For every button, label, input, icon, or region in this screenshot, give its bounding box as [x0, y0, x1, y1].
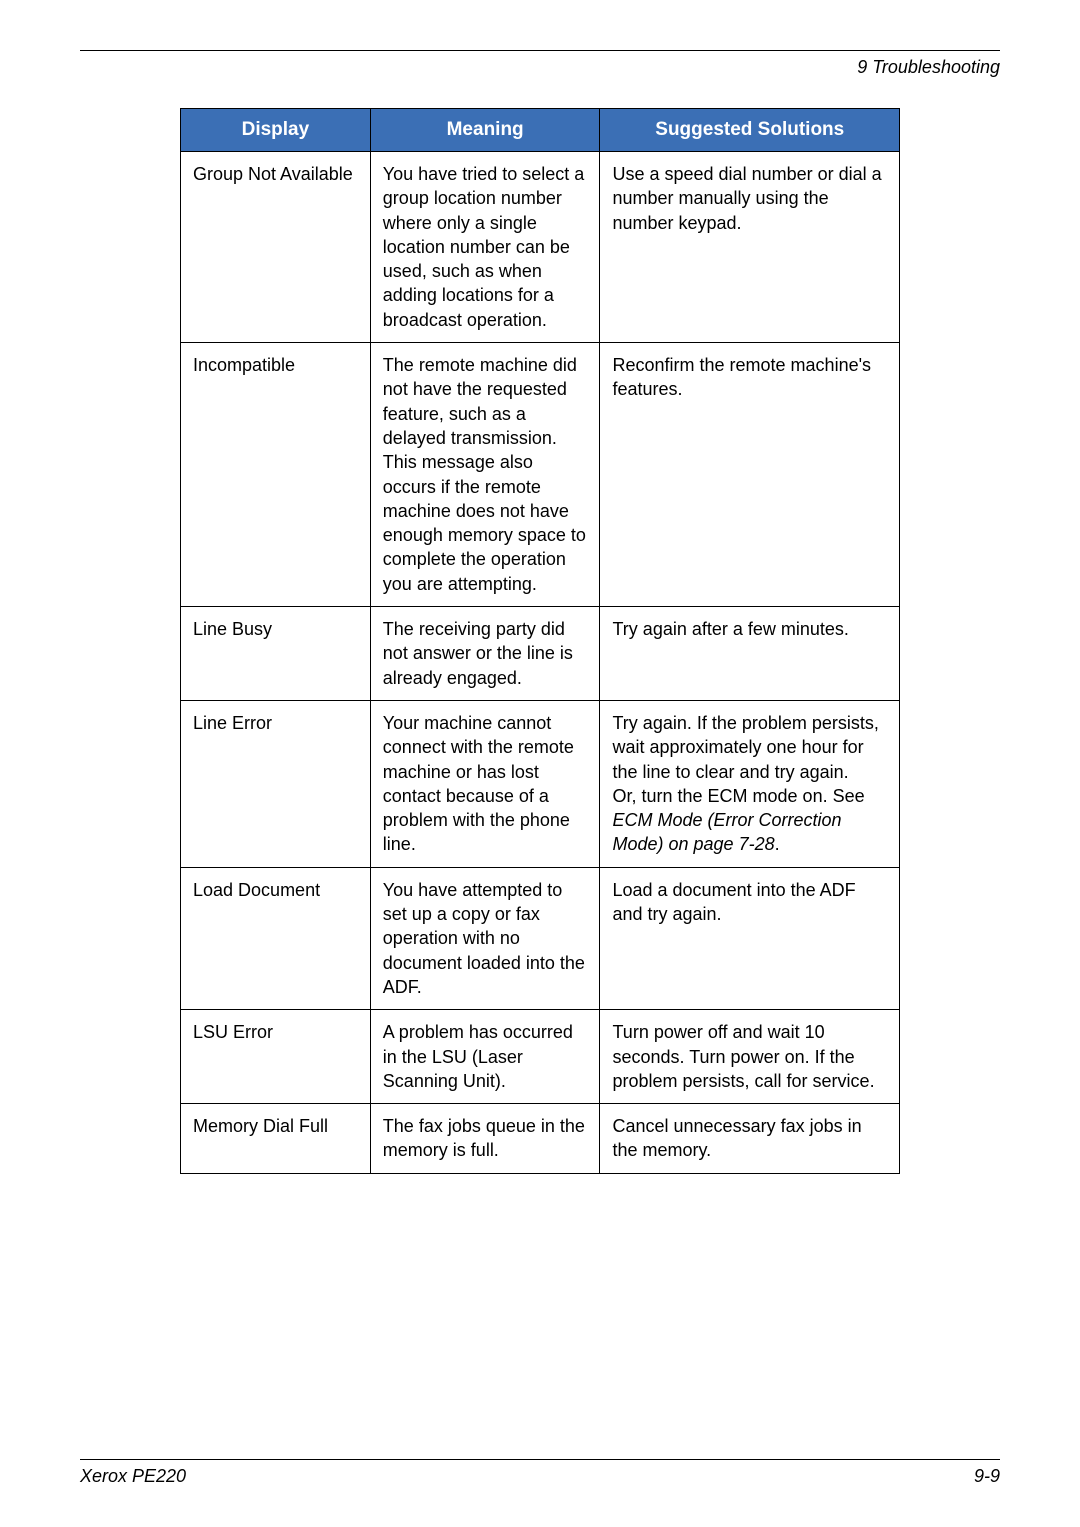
cell-solution: Try again after a few minutes. [600, 607, 900, 701]
page-footer: Xerox PE220 9-9 [80, 1459, 1000, 1487]
cell-display: Incompatible [181, 343, 371, 607]
cell-display: LSU Error [181, 1010, 371, 1104]
cell-meaning: Your machine cannot connect with the rem… [370, 700, 600, 867]
cell-meaning: A problem has occurred in the LSU (Laser… [370, 1010, 600, 1104]
cell-display: Line Busy [181, 607, 371, 701]
footer-left: Xerox PE220 [80, 1466, 186, 1487]
cell-meaning: You have attempted to set up a copy or f… [370, 867, 600, 1009]
cell-meaning: The fax jobs queue in the memory is full… [370, 1104, 600, 1174]
cell-display: Memory Dial Full [181, 1104, 371, 1174]
cell-meaning: You have tried to select a group locatio… [370, 152, 600, 343]
table-row: LSU Error A problem has occurred in the … [181, 1010, 900, 1104]
col-header-display: Display [181, 109, 371, 152]
table-row: Group Not Available You have tried to se… [181, 152, 900, 343]
table-row: Incompatible The remote machine did not … [181, 343, 900, 607]
cell-solution: Load a document into the ADF and try aga… [600, 867, 900, 1009]
cell-display: Group Not Available [181, 152, 371, 343]
cell-solution: Turn power off and wait 10 seconds. Turn… [600, 1010, 900, 1104]
footer-right: 9-9 [974, 1466, 1000, 1487]
col-header-meaning: Meaning [370, 109, 600, 152]
header-chapter: 9 Troubleshooting [80, 57, 1000, 78]
table-row: Memory Dial Full The fax jobs queue in t… [181, 1104, 900, 1174]
troubleshooting-table: Display Meaning Suggested Solutions Grou… [180, 108, 900, 1174]
table-row: Line Error Your machine cannot connect w… [181, 700, 900, 867]
cell-meaning: The remote machine did not have the requ… [370, 343, 600, 607]
table-row: Line Busy The receiving party did not an… [181, 607, 900, 701]
cell-solution: Cancel unnecessary fax jobs in the memor… [600, 1104, 900, 1174]
col-header-solutions: Suggested Solutions [600, 109, 900, 152]
table-row: Load Document You have attempted to set … [181, 867, 900, 1009]
cell-display: Load Document [181, 867, 371, 1009]
cell-solution: Reconfirm the remote machine's features. [600, 343, 900, 607]
cell-solution: Use a speed dial number or dial a number… [600, 152, 900, 343]
cell-display: Line Error [181, 700, 371, 867]
cell-meaning: The receiving party did not answer or th… [370, 607, 600, 701]
cell-solution: Try again. If the problem persists, wait… [600, 700, 900, 867]
